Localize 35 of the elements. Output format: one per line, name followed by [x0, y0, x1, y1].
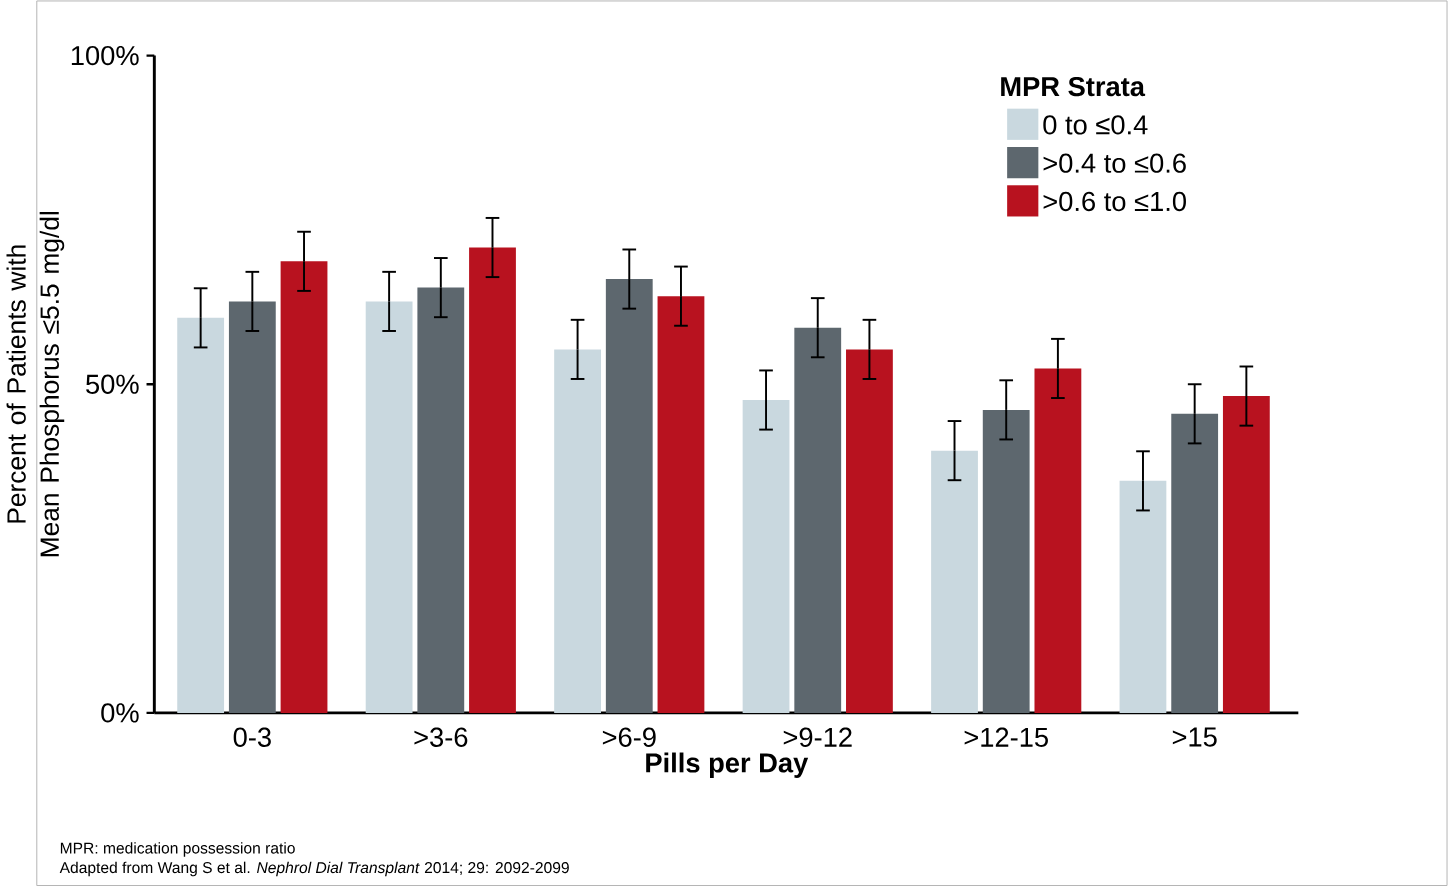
bar [1222, 396, 1270, 714]
bar [417, 287, 465, 714]
y-axis-title: Percent of Patients with Mean Phosphorus ≤5.5 mg/dl [6, 212, 65, 557]
x-tick-label: >15 [1172, 727, 1217, 747]
bar [982, 410, 1030, 714]
x-tick-label: >9-12 [783, 727, 852, 748]
text: Adapted from Wang S et al. Nephrol Dial Transplant 2014; 29: 2092-2099 [59, 861, 569, 877]
x-tick-label: 0-3 [233, 727, 271, 748]
bar [794, 327, 842, 714]
bar [1171, 414, 1219, 714]
bar [228, 301, 276, 714]
legend-label: 0 to ≤0.4 [1043, 115, 1148, 135]
bar [742, 400, 790, 714]
bar [365, 301, 413, 714]
legend-label: >0.4 to ≤0.6 [1043, 153, 1186, 174]
bar [1119, 481, 1167, 714]
x-tick-label: >6-9 [602, 727, 656, 748]
text: MPR: medication possession ratio [60, 842, 295, 857]
bar [554, 349, 601, 714]
legend-label: >0.6 to ≤1.0 [1043, 192, 1186, 212]
x-axis-title: Pills per Day [646, 752, 809, 779]
y-tick-label: 100% [71, 46, 139, 66]
x-tick-label: >12-15 [964, 727, 1048, 748]
y-tick-label: 50% [86, 374, 139, 395]
bar [177, 318, 225, 714]
bar [280, 261, 328, 714]
bar [469, 247, 516, 714]
y-tick-label: 0% [101, 703, 139, 723]
bar [846, 349, 893, 714]
bar [1034, 368, 1082, 714]
x-tick-label: >3-6 [414, 727, 468, 748]
legend-title: MPR Strata [1001, 77, 1146, 97]
bar [605, 279, 653, 714]
bar [657, 296, 705, 714]
bar [931, 450, 978, 714]
